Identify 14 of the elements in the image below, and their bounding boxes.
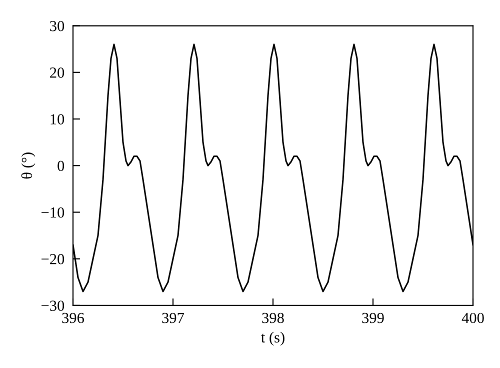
y-tick-label: 20 [50,68,64,78]
y-tick-label: −20 [42,254,64,264]
y-tick-label: 30 [50,20,64,32]
y-tick-label: 0 [58,160,64,172]
x-tick-label: 396 [62,312,84,324]
y-tick-label: −10 [42,207,64,218]
y-tick-label: −30 [42,300,64,311]
x-tick-label: 400 [462,312,484,324]
x-tick-label: 397 [162,312,184,324]
y-tick-label: 10 [50,114,64,124]
x-tick-label: 398 [262,312,284,324]
x-tick-label: 399 [362,312,384,324]
y-axis-title: θ (°) [21,152,36,179]
x-axis-title: t (s) [261,332,284,346]
